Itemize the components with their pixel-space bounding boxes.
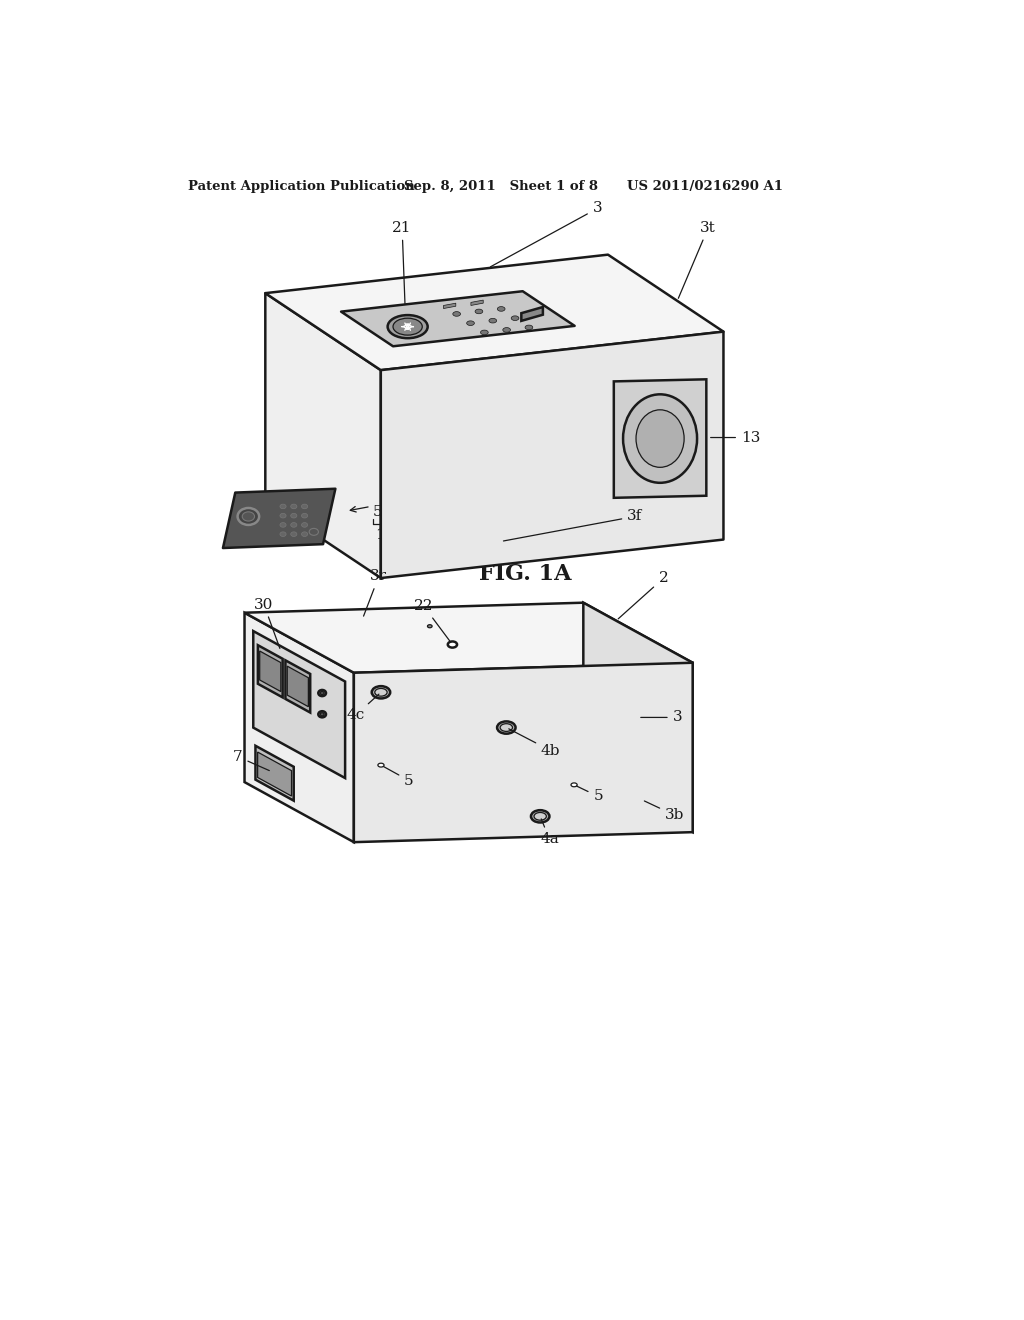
- Ellipse shape: [393, 318, 422, 335]
- Text: 5: 5: [577, 785, 603, 804]
- Text: 30: 30: [254, 598, 280, 648]
- Polygon shape: [341, 292, 574, 346]
- Ellipse shape: [291, 513, 297, 517]
- Ellipse shape: [511, 315, 519, 321]
- Ellipse shape: [571, 783, 578, 787]
- Text: 7: 7: [233, 750, 269, 771]
- Text: 3: 3: [490, 202, 602, 267]
- Ellipse shape: [497, 722, 515, 734]
- Ellipse shape: [500, 723, 512, 731]
- Polygon shape: [258, 752, 292, 796]
- Polygon shape: [265, 293, 381, 578]
- Text: 50: 50: [373, 504, 392, 519]
- Text: 22: 22: [414, 599, 451, 643]
- Text: 3f: 3f: [504, 510, 642, 541]
- Ellipse shape: [321, 713, 324, 715]
- Text: 4a: 4a: [541, 818, 559, 846]
- Ellipse shape: [309, 528, 318, 536]
- Text: 2: 2: [618, 572, 669, 619]
- Polygon shape: [245, 612, 354, 842]
- Polygon shape: [613, 379, 707, 498]
- Text: US 2011/0216290 A1: US 2011/0216290 A1: [628, 180, 783, 193]
- Polygon shape: [223, 488, 336, 548]
- Text: 3: 3: [641, 710, 682, 725]
- Polygon shape: [260, 651, 281, 692]
- Text: FIG. 1B: FIG. 1B: [478, 813, 571, 836]
- Ellipse shape: [488, 318, 497, 323]
- Polygon shape: [258, 645, 283, 697]
- Polygon shape: [288, 667, 308, 706]
- Ellipse shape: [475, 309, 482, 314]
- Polygon shape: [286, 660, 310, 713]
- Polygon shape: [253, 631, 345, 777]
- Ellipse shape: [467, 321, 474, 326]
- Text: 2: 2: [392, 504, 402, 519]
- Text: Patent Application Publication: Patent Application Publication: [188, 180, 415, 193]
- Text: 4b: 4b: [509, 729, 560, 758]
- Polygon shape: [471, 300, 483, 305]
- Ellipse shape: [301, 504, 307, 508]
- Ellipse shape: [301, 523, 307, 527]
- Text: 4c: 4c: [346, 694, 379, 722]
- Ellipse shape: [636, 409, 684, 467]
- Text: 3r: 3r: [364, 569, 387, 616]
- Ellipse shape: [372, 686, 390, 698]
- Ellipse shape: [447, 642, 457, 648]
- Polygon shape: [584, 603, 692, 832]
- Text: FIG. 1A: FIG. 1A: [478, 564, 571, 585]
- Ellipse shape: [498, 306, 505, 312]
- Ellipse shape: [291, 532, 297, 536]
- Ellipse shape: [427, 624, 432, 628]
- Ellipse shape: [280, 513, 286, 517]
- Ellipse shape: [623, 395, 697, 483]
- Ellipse shape: [480, 330, 488, 335]
- Ellipse shape: [525, 325, 532, 330]
- Ellipse shape: [375, 689, 387, 696]
- Ellipse shape: [291, 523, 297, 527]
- Ellipse shape: [238, 508, 259, 525]
- Text: 3b: 3b: [644, 801, 684, 822]
- Ellipse shape: [378, 763, 384, 767]
- Polygon shape: [265, 255, 724, 370]
- Ellipse shape: [388, 315, 428, 338]
- Ellipse shape: [318, 711, 326, 717]
- Text: Sep. 8, 2011   Sheet 1 of 8: Sep. 8, 2011 Sheet 1 of 8: [403, 180, 598, 193]
- Ellipse shape: [503, 327, 511, 333]
- Polygon shape: [354, 663, 692, 842]
- Text: 3t: 3t: [678, 220, 716, 298]
- Polygon shape: [521, 308, 543, 321]
- Ellipse shape: [280, 532, 286, 536]
- Polygon shape: [443, 304, 456, 309]
- Ellipse shape: [301, 513, 307, 517]
- Text: 13: 13: [711, 430, 761, 445]
- Ellipse shape: [243, 512, 255, 521]
- Polygon shape: [245, 603, 692, 673]
- Ellipse shape: [453, 312, 461, 317]
- Ellipse shape: [291, 504, 297, 508]
- Text: 21: 21: [392, 220, 412, 304]
- Ellipse shape: [531, 810, 550, 822]
- Polygon shape: [381, 331, 724, 578]
- Polygon shape: [255, 746, 294, 801]
- Ellipse shape: [280, 504, 286, 508]
- Ellipse shape: [321, 692, 324, 694]
- Ellipse shape: [318, 690, 326, 696]
- Text: 5: 5: [383, 767, 414, 788]
- Text: 1(100): 1(100): [375, 528, 426, 543]
- Ellipse shape: [535, 813, 547, 820]
- Ellipse shape: [301, 532, 307, 536]
- Ellipse shape: [280, 523, 286, 527]
